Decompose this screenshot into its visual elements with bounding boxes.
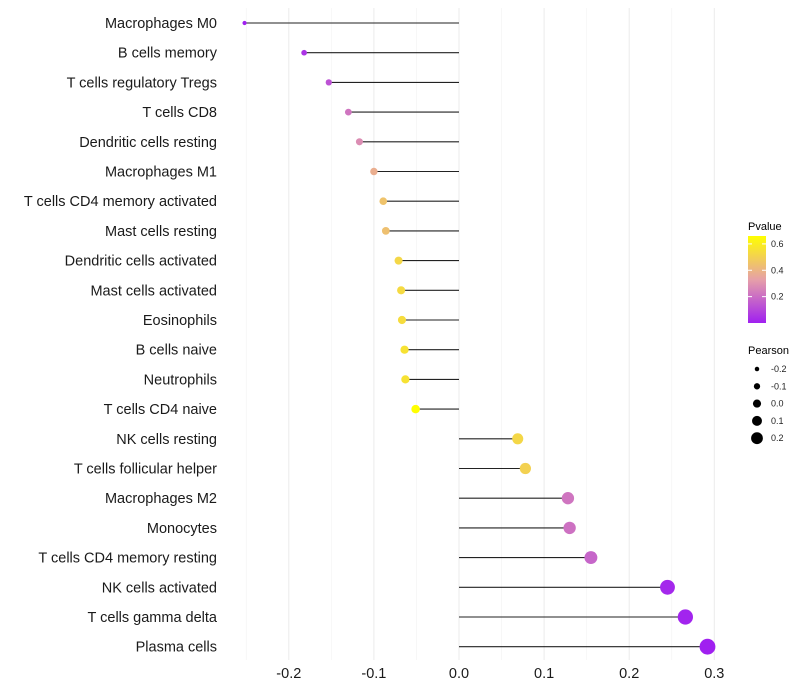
y-tick-label: Dendritic cells resting <box>79 135 217 151</box>
point <box>355 138 363 146</box>
points <box>242 20 716 655</box>
x-tick-label: 0.0 <box>449 666 469 682</box>
legend-tick-label: 0.2 <box>771 292 784 302</box>
point <box>370 167 378 176</box>
x-tick-label: -0.2 <box>276 666 301 682</box>
y-tick-label: NK cells activated <box>102 580 217 596</box>
x-axis-labels: -0.2 -0.1 0.0 0.1 0.2 0.3 <box>276 666 724 682</box>
x-tick-label: -0.1 <box>361 666 386 682</box>
y-tick-label: Neutrophils <box>144 372 217 388</box>
legend-size-key <box>751 432 763 445</box>
y-tick-label: Mast cells activated <box>90 283 217 299</box>
y-tick-label: Eosinophils <box>143 313 217 329</box>
point <box>400 345 409 354</box>
point <box>563 521 576 535</box>
y-tick-label: B cells naive <box>136 343 217 359</box>
y-tick-label: B cells memory <box>118 46 218 62</box>
y-tick-label: Plasma cells <box>136 640 217 656</box>
point <box>325 79 332 86</box>
y-tick-label: T cells CD8 <box>142 105 217 121</box>
point <box>394 256 403 265</box>
legend-size-label: 0.1 <box>771 416 784 426</box>
point <box>660 579 675 595</box>
y-tick-label: T cells follicular helper <box>74 462 217 478</box>
y-tick-label: Dendritic cells activated <box>65 254 217 270</box>
legend-size-key <box>752 399 762 408</box>
y-tick-label: NK cells resting <box>116 432 217 448</box>
y-tick-label: Macrophages M1 <box>105 165 217 181</box>
point <box>344 108 352 116</box>
point <box>584 551 598 565</box>
point <box>242 20 247 26</box>
x-tick-label: 0.1 <box>534 666 554 682</box>
point <box>397 286 406 295</box>
legend-size-label: -0.1 <box>771 381 787 391</box>
y-tick-label: T cells regulatory Tregs <box>67 75 217 91</box>
legend-size-key <box>752 415 762 426</box>
legend-pvalue: Pvalue 0.2 0.4 0.6 <box>748 221 784 323</box>
legend-tick-label: 0.6 <box>771 239 784 249</box>
point <box>411 404 420 414</box>
point <box>512 433 524 445</box>
y-tick-label: Macrophages M0 <box>105 16 217 32</box>
stems <box>244 22 708 648</box>
x-tick-label: 0.2 <box>619 666 639 682</box>
legend-pvalue-title: Pvalue <box>748 221 782 233</box>
legend-pearson-title: Pearson <box>748 345 789 357</box>
legend-size-key <box>753 383 761 390</box>
point <box>699 638 716 655</box>
point <box>519 462 531 475</box>
point <box>401 375 410 384</box>
legend-colorbar <box>748 236 766 323</box>
legend-pearson: Pearson -0.2 -0.1 0.0 0.1 0.2 <box>748 345 789 445</box>
gridlines <box>245 8 715 660</box>
y-tick-label: Macrophages M2 <box>105 491 217 507</box>
y-axis-labels: Macrophages M0 B cells memory T cells regu… <box>24 16 218 656</box>
point <box>379 197 388 206</box>
legend-size-label: 0.0 <box>771 399 784 409</box>
point <box>301 49 307 56</box>
y-tick-label: T cells CD4 memory activated <box>24 194 217 210</box>
y-tick-label: Monocytes <box>147 521 217 537</box>
point <box>397 315 407 325</box>
point <box>381 227 390 235</box>
point <box>677 609 694 625</box>
y-tick-label: T cells gamma delta <box>88 610 218 626</box>
point <box>561 492 575 505</box>
legend-size-label: 0.2 <box>771 433 784 443</box>
y-tick-label: Mast cells resting <box>105 224 217 240</box>
x-tick-label: 0.3 <box>704 666 724 682</box>
legend-size-key <box>754 366 760 372</box>
legend-tick-label: 0.4 <box>771 265 784 275</box>
y-tick-label: T cells CD4 naive <box>104 402 217 418</box>
y-tick-label: T cells CD4 memory resting <box>38 551 217 567</box>
legend-size-label: -0.2 <box>771 364 787 374</box>
